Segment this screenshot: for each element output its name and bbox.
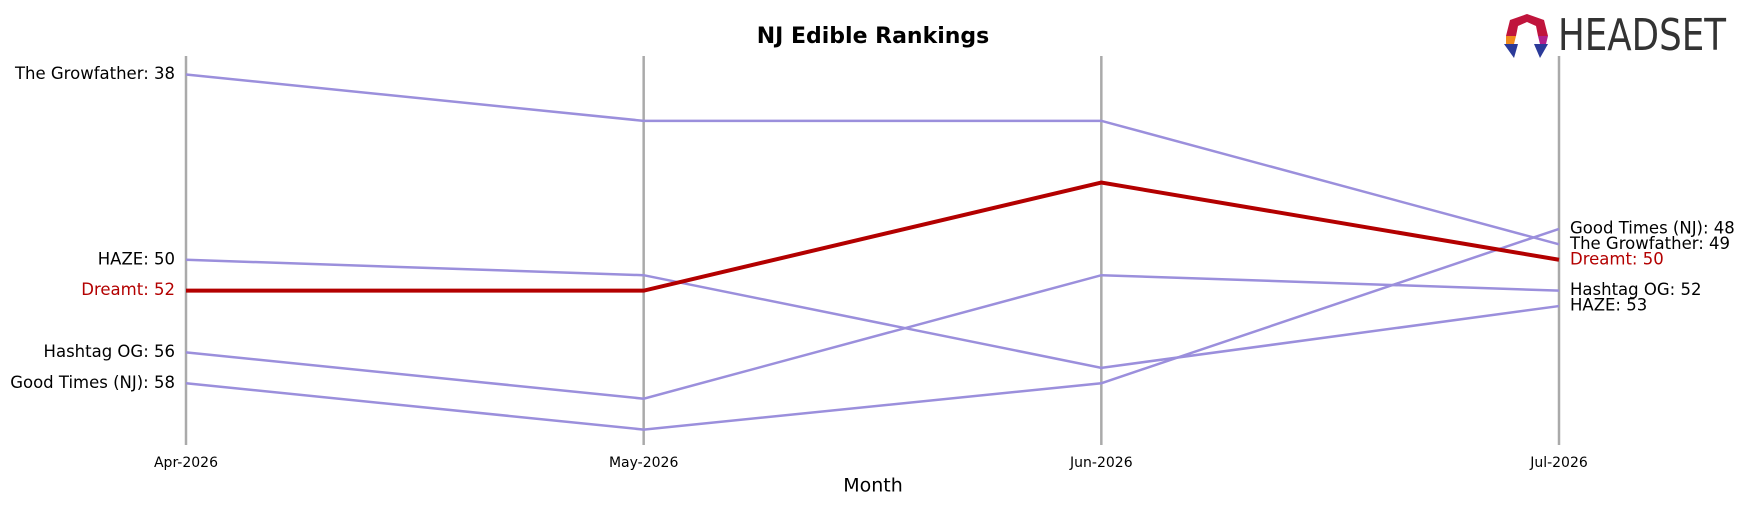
data-label: HAZE: 53 — [1570, 296, 1647, 315]
series-line — [185, 73, 1560, 246]
logo-mark — [1538, 36, 1548, 44]
series-line — [186, 180, 1560, 293]
data-label: The Growfather: 49 — [1569, 234, 1730, 253]
logo-mark — [1504, 44, 1518, 58]
x-axis-title: Month — [843, 475, 903, 497]
logo-mark — [1534, 44, 1548, 58]
series-line — [185, 258, 1560, 370]
data-label: Hashtag OG: 52 — [1570, 280, 1701, 299]
x-tick-label: Apr-2026 — [154, 455, 218, 471]
logo-text: HEADSET — [1558, 10, 1726, 61]
chart-title: NJ Edible Rankings — [757, 24, 990, 49]
x-tick-label: Jun-2026 — [1069, 455, 1133, 471]
x-tick-label: Jul-2026 — [1529, 455, 1588, 471]
data-label: Good Times (NJ): 48 — [1570, 218, 1735, 237]
data-label: Dreamt: 50 — [1570, 249, 1664, 268]
logo-mark — [1506, 14, 1548, 36]
series-line — [185, 273, 1560, 400]
data-label: The Growfather: 38 — [14, 64, 175, 83]
data-label: Good Times (NJ): 58 — [10, 373, 175, 392]
x-tick-label: May-2026 — [609, 455, 678, 471]
logo: HEADSET — [1504, 10, 1726, 61]
series-line — [185, 227, 1560, 431]
data-label: Hashtag OG: 56 — [44, 342, 175, 361]
logo-mark — [1506, 36, 1516, 44]
data-label: HAZE: 50 — [98, 249, 175, 268]
data-label: Dreamt: 52 — [81, 280, 175, 299]
